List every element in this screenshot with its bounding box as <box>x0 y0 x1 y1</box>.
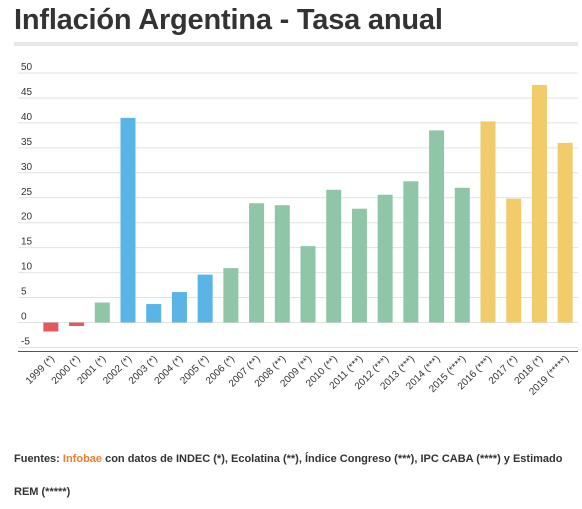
y-tick-label: 30 <box>21 162 33 173</box>
bar <box>300 246 316 323</box>
bar <box>274 205 290 323</box>
y-tick-label: 45 <box>21 87 33 98</box>
bar <box>94 302 110 323</box>
bar <box>557 142 573 323</box>
y-tick-label: 10 <box>21 262 33 273</box>
title-underline <box>14 42 578 46</box>
y-tick-label: 40 <box>21 112 33 123</box>
y-tick-label: 25 <box>21 187 33 198</box>
bar <box>69 322 85 326</box>
source-prefix: Fuentes: <box>14 453 63 465</box>
bar <box>480 121 496 323</box>
bar <box>146 304 162 323</box>
bar <box>454 187 470 323</box>
source-brand: Infobae <box>62 453 103 465</box>
bar <box>531 84 547 323</box>
bar <box>120 117 136 323</box>
bar <box>377 194 393 323</box>
chart-title: Inflación Argentina - Tasa anual <box>14 4 443 36</box>
source-note: Fuentes: Infobae con datos de INDEC (*),… <box>14 443 570 509</box>
bar <box>429 130 445 323</box>
y-tick-label: -5 <box>21 336 30 347</box>
y-tick-label: 5 <box>21 287 27 298</box>
bar <box>249 203 265 323</box>
bar <box>403 181 419 323</box>
y-tick-label: 35 <box>21 137 33 148</box>
y-tick-label: 0 <box>21 312 27 323</box>
bar <box>171 292 187 323</box>
y-tick-label: 20 <box>21 212 33 223</box>
y-tick-label: 15 <box>21 237 33 248</box>
bar <box>326 189 342 323</box>
bar <box>223 268 239 323</box>
bar <box>197 274 213 323</box>
bar <box>506 198 522 323</box>
y-tick-label: 50 <box>21 62 33 73</box>
bar <box>351 208 367 323</box>
bar <box>43 322 59 332</box>
